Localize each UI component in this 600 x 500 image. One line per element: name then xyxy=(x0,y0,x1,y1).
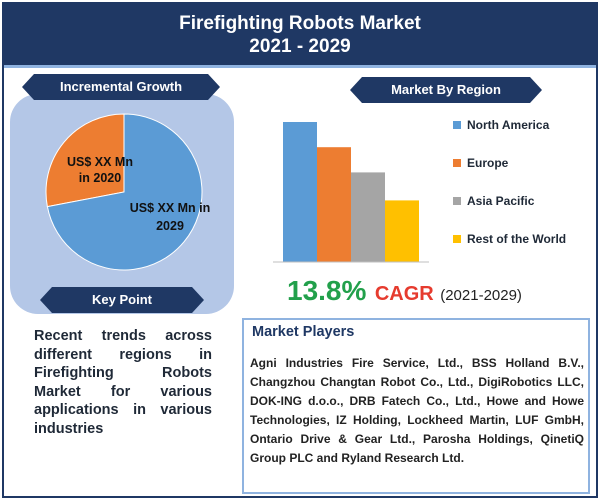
market-players-text: Agni Industries Fire Service, Ltd., BSS … xyxy=(250,356,584,465)
bar-asia-pacific xyxy=(351,172,385,262)
bar-north-america xyxy=(283,122,317,262)
cagr-value: 13.8% xyxy=(287,275,367,306)
key-point-ribbon: Key Point xyxy=(40,287,204,313)
bar-chart: North America Europe Asia Pacific Rest of t… xyxy=(273,118,566,263)
pie-label-2020-line1: US$ XX Mn xyxy=(67,155,133,169)
incremental-growth-heading: Incremental Growth xyxy=(59,79,183,94)
legend-swatch-rest-of-the-world xyxy=(453,235,461,243)
legend-label-rest-of-the-world: Rest of the World xyxy=(467,232,566,246)
pie-label-2020-line2: in 2020 xyxy=(79,171,121,185)
legend-swatch-north-america xyxy=(453,121,461,129)
market-players-title: Market Players xyxy=(252,324,355,340)
legend-swatch-europe xyxy=(453,159,461,167)
market-players-box: Market Players Agni Industries Fire Serv… xyxy=(242,318,590,494)
pie-label-2029-line1: US$ XX Mn in xyxy=(130,201,211,215)
pie-slice-0 xyxy=(45,113,125,208)
header: Firefighting Robots Market 2021 - 2029 xyxy=(4,4,596,68)
cagr-label: CAGR xyxy=(374,283,434,305)
page-title: Firefighting Robots Market xyxy=(179,13,421,34)
cagr-line: 13.8% CAGR (2021-2029) xyxy=(287,275,522,307)
legend-label-asia-pacific: Asia Pacific xyxy=(467,194,535,208)
bar-rest-of-the-world xyxy=(385,200,419,262)
key-point-text: Recent trends across different regions i… xyxy=(34,328,212,437)
pie-slice-1 xyxy=(46,113,203,271)
key-point-heading: Key Point xyxy=(92,292,152,307)
legend-swatch-asia-pacific xyxy=(453,197,461,205)
legend-label-north-america: North America xyxy=(467,118,550,132)
page-subtitle: 2021 - 2029 xyxy=(249,36,351,57)
cagr-years: (2021-2029) xyxy=(440,287,522,304)
incremental-growth-ribbon: Incremental Growth xyxy=(22,74,220,100)
market-by-region-heading: Market By Region xyxy=(391,82,501,97)
legend-label-europe: Europe xyxy=(467,156,509,170)
market-by-region-ribbon: Market By Region xyxy=(350,77,542,103)
pie-chart: US$ XX Mn in 2020 US$ XX Mn in 2029 xyxy=(45,113,211,271)
bar-europe xyxy=(317,147,351,262)
pie-label-2029-line2: 2029 xyxy=(156,219,184,233)
